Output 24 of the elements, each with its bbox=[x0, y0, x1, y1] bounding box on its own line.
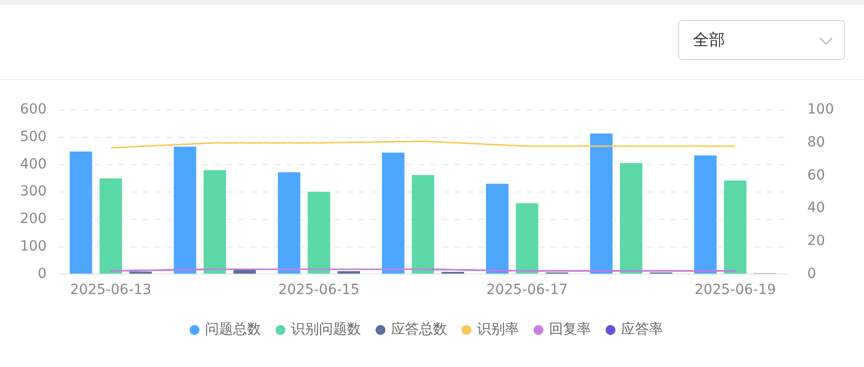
x-tick-label: 2025-06-17 bbox=[486, 282, 568, 298]
y2-tick-label: 100 bbox=[807, 102, 834, 118]
y2-tick-label: 60 bbox=[807, 167, 826, 184]
y-tick-label: 500 bbox=[20, 129, 47, 146]
legend-label: 应答率 bbox=[621, 322, 663, 338]
legend-label: 问题总数 bbox=[205, 322, 261, 338]
legend-label: 回复率 bbox=[549, 322, 591, 338]
y2-tick-label: 0 bbox=[807, 266, 816, 282]
y-tick-label: 400 bbox=[20, 156, 47, 172]
dropdown-field: 全部 bbox=[678, 20, 845, 60]
y2-tick-label: 20 bbox=[807, 233, 826, 249]
x-tick-label: 2025-06-19 bbox=[694, 282, 776, 298]
y2-tick-label: 40 bbox=[807, 200, 826, 216]
y2-tick-label: 80 bbox=[807, 134, 826, 150]
y-tick-label: 0 bbox=[38, 266, 47, 282]
legend-label: 识别率 bbox=[477, 322, 519, 338]
x-tick-label: 2025-06-15 bbox=[278, 282, 360, 298]
legend-label: 识别问题数 bbox=[291, 322, 361, 338]
y-tick-label: 100 bbox=[20, 238, 47, 254]
legend-label: 应答总数 bbox=[391, 322, 447, 338]
x-tick-label: 2025-06-13 bbox=[70, 282, 152, 298]
y-tick-label: 200 bbox=[20, 211, 47, 228]
y-tick-label: 300 bbox=[20, 184, 47, 200]
y-tick-label: 600 bbox=[20, 102, 47, 118]
